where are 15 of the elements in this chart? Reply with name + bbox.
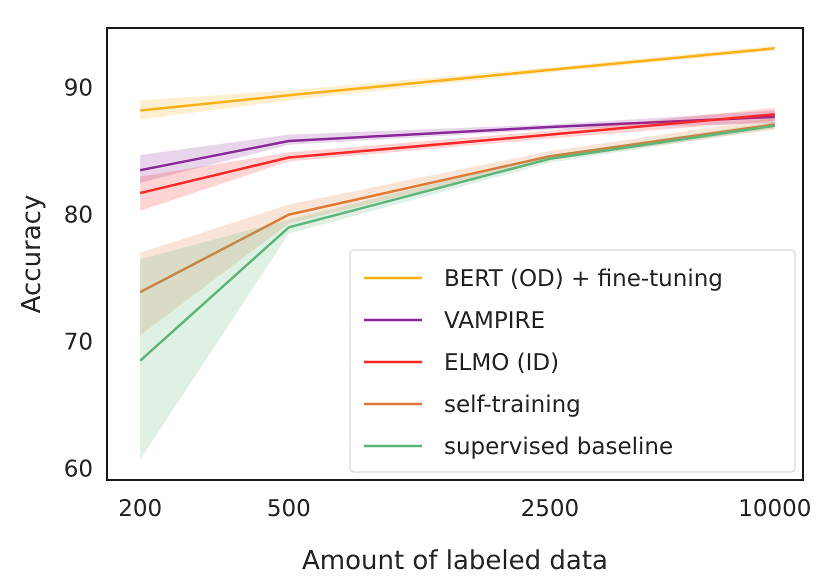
x-tick-label: 200 [118, 496, 162, 522]
legend-label: VAMPIRE [444, 308, 546, 334]
x-tick-label: 500 [266, 496, 311, 522]
y-tick-label: 80 [64, 202, 93, 229]
legend-label: BERT (OD) + fine-tuning [444, 266, 723, 292]
legend-label: ELMO (ID) [444, 350, 560, 376]
y-tick-label: 60 [64, 456, 93, 483]
x-tick-label: 2500 [520, 496, 580, 522]
x-tick-label: 10000 [738, 496, 812, 522]
legend-label: supervised baseline [444, 434, 674, 460]
y-tick-label: 70 [64, 330, 93, 356]
y-tick-label: 90 [64, 76, 93, 102]
x-axis-title: Amount of labeled data [302, 546, 608, 576]
legend-label: self-training [444, 392, 581, 418]
y-axis-title: Accuracy [17, 194, 47, 314]
